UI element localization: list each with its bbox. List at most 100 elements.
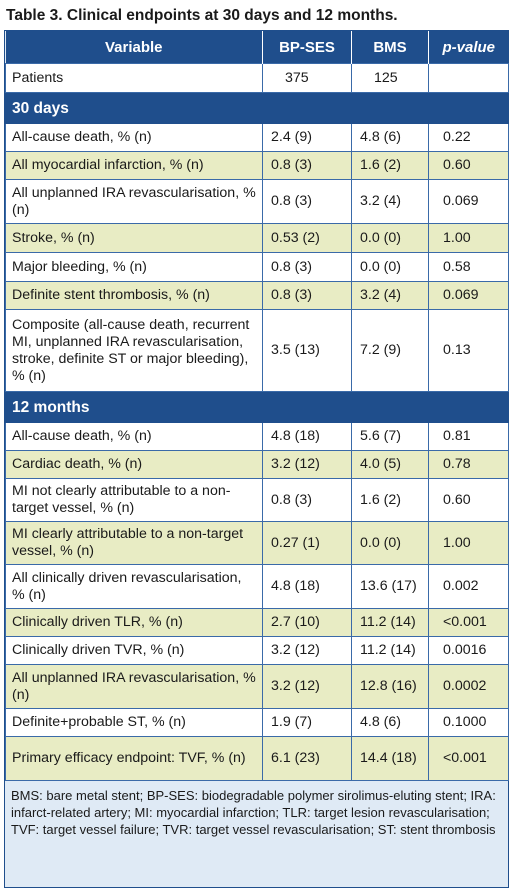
cell-bms: 1.6 (2)	[351, 478, 429, 522]
patients-p	[428, 63, 509, 93]
cell-p: 0.0002	[428, 664, 509, 709]
header-p-value: p-value	[428, 31, 509, 64]
cell-p: 0.13	[428, 309, 509, 392]
cell-label: All unplanned IRA revascularisation, % (…	[5, 664, 263, 709]
cell-bpses: 1.9 (7)	[262, 708, 352, 737]
endpoints-table: Variable BP-SES BMS p-value Patients 375…	[5, 31, 509, 781]
table-row: Composite (all-cause death, recurrent MI…	[5, 309, 509, 392]
cell-label: Stroke, % (n)	[5, 223, 263, 253]
cell-bms: 0.0 (0)	[351, 252, 429, 282]
cell-label: All-cause death, % (n)	[5, 123, 263, 152]
cell-bms: 0.0 (0)	[351, 521, 429, 565]
cell-bpses: 3.2 (12)	[262, 664, 352, 709]
cell-bpses: 3.2 (12)	[262, 636, 352, 665]
cell-bms: 4.8 (6)	[351, 708, 429, 737]
cell-p: 0.58	[428, 252, 509, 282]
cell-bpses: 0.53 (2)	[262, 223, 352, 253]
table-body: Patients 375 125 30 days All-cause death,…	[5, 63, 509, 781]
table-row: All-cause death, % (n) 4.8 (18) 5.6 (7) 0.8…	[5, 422, 509, 451]
cell-label: All clinically driven revascularisation,…	[5, 564, 263, 609]
cell-p: 0.60	[428, 151, 509, 180]
table-row: Primary efficacy endpoint: TVF, % (n) 6.1…	[5, 736, 509, 781]
section-label: 12 months	[5, 391, 509, 423]
cell-label: Cardiac death, % (n)	[5, 450, 263, 479]
endpoints-table-container: Variable BP-SES BMS p-value Patients 375…	[4, 30, 509, 888]
table-row: All myocardial infarction, % (n) 0.8 (3) 1…	[5, 151, 509, 180]
cell-p: 1.00	[428, 223, 509, 253]
cell-bpses: 0.27 (1)	[262, 521, 352, 565]
cell-bpses: 0.8 (3)	[262, 179, 352, 224]
table-row: Cardiac death, % (n) 3.2 (12) 4.0 (5) 0.78	[5, 450, 509, 479]
cell-p: 0.1000	[428, 708, 509, 737]
cell-p: 0.78	[428, 450, 509, 479]
cell-bms: 7.2 (9)	[351, 309, 429, 392]
table-row: Definite+probable ST, % (n) 1.9 (7) 4.8 (6…	[5, 708, 509, 737]
cell-bpses: 4.8 (18)	[262, 564, 352, 609]
cell-label: All myocardial infarction, % (n)	[5, 151, 263, 180]
cell-bpses: 0.8 (3)	[262, 281, 352, 310]
cell-p: 0.60	[428, 478, 509, 522]
cell-bpses: 3.2 (12)	[262, 450, 352, 479]
cell-label: Primary efficacy endpoint: TVF, % (n)	[5, 736, 263, 781]
section-label: 30 days	[5, 92, 509, 124]
patients-bms: 125	[351, 63, 429, 93]
table-row: All-cause death, % (n) 2.4 (9) 4.8 (6) 0.22	[5, 123, 509, 152]
table-row: Major bleeding, % (n) 0.8 (3) 0.0 (0) 0.58	[5, 252, 509, 282]
cell-bms: 11.2 (14)	[351, 608, 429, 637]
cell-bpses: 2.4 (9)	[262, 123, 352, 152]
cell-p: 0.0016	[428, 636, 509, 665]
cell-bms: 0.0 (0)	[351, 223, 429, 253]
cell-bms: 3.2 (4)	[351, 179, 429, 224]
cell-label: All unplanned IRA revascularisation, % (…	[5, 179, 263, 224]
header-bpses: BP-SES	[262, 31, 352, 64]
cell-bms: 12.8 (16)	[351, 664, 429, 709]
cell-bpses: 0.8 (3)	[262, 478, 352, 522]
cell-label: Major bleeding, % (n)	[5, 252, 263, 282]
section-header: 12 months	[5, 391, 509, 423]
section-header: 30 days	[5, 92, 509, 124]
patients-label: Patients	[5, 63, 263, 93]
table-row: All unplanned IRA revascularisation, % (…	[5, 664, 509, 709]
table-row: Clinically driven TVR, % (n) 3.2 (12) 11.2…	[5, 636, 509, 665]
cell-p: 0.069	[428, 179, 509, 224]
header-variable: Variable	[5, 31, 263, 64]
patients-bpses: 375	[262, 63, 352, 93]
cell-bpses: 2.7 (10)	[262, 608, 352, 637]
cell-bpses: 6.1 (23)	[262, 736, 352, 781]
cell-p: 0.069	[428, 281, 509, 310]
header-bms: BMS	[351, 31, 429, 64]
cell-bms: 5.6 (7)	[351, 422, 429, 451]
header-row: Variable BP-SES BMS p-value	[5, 31, 509, 64]
table-row: MI not clearly attributable to a non-tar…	[5, 478, 509, 522]
cell-bpses: 4.8 (18)	[262, 422, 352, 451]
cell-bms: 3.2 (4)	[351, 281, 429, 310]
cell-p: <0.001	[428, 608, 509, 637]
table-row: MI clearly attributable to a non-target …	[5, 521, 509, 565]
cell-bpses: 0.8 (3)	[262, 252, 352, 282]
table-row: All clinically driven revascularisation,…	[5, 564, 509, 609]
cell-label: MI not clearly attributable to a non-tar…	[5, 478, 263, 522]
cell-bpses: 3.5 (13)	[262, 309, 352, 392]
table-row: Definite stent thrombosis, % (n) 0.8 (3) 3…	[5, 281, 509, 310]
cell-label: Composite (all-cause death, recurrent MI…	[5, 309, 263, 392]
cell-bms: 11.2 (14)	[351, 636, 429, 665]
cell-label: Definite stent thrombosis, % (n)	[5, 281, 263, 310]
cell-bms: 4.8 (6)	[351, 123, 429, 152]
table-footnote: BMS: bare metal stent; BP-SES: biodegrad…	[11, 788, 496, 837]
cell-label: Definite+probable ST, % (n)	[5, 708, 263, 737]
cell-label: Clinically driven TLR, % (n)	[5, 608, 263, 637]
cell-p: 0.002	[428, 564, 509, 609]
cell-bpses: 0.8 (3)	[262, 151, 352, 180]
cell-label: MI clearly attributable to a non-target …	[5, 521, 263, 565]
cell-bms: 1.6 (2)	[351, 151, 429, 180]
cell-bms: 4.0 (5)	[351, 450, 429, 479]
cell-p: 1.00	[428, 521, 509, 565]
table-title: Table 3. Clinical endpoints at 30 days a…	[6, 7, 398, 24]
patients-row: Patients 375 125	[5, 63, 509, 93]
cell-p: 0.22	[428, 123, 509, 152]
table-row: Stroke, % (n) 0.53 (2) 0.0 (0) 1.00	[5, 223, 509, 253]
cell-label: All-cause death, % (n)	[5, 422, 263, 451]
cell-bms: 13.6 (17)	[351, 564, 429, 609]
cell-label: Clinically driven TVR, % (n)	[5, 636, 263, 665]
cell-p: 0.81	[428, 422, 509, 451]
